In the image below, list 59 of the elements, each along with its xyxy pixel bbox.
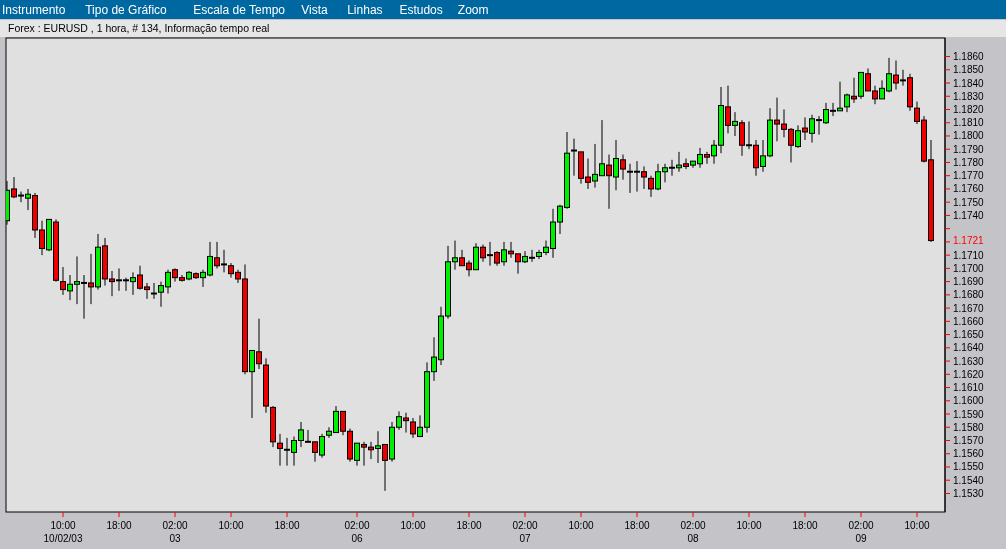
x-tick-label: 02:00 09 [848,520,874,544]
candlestick [277,433,283,467]
y-tick-label: 1.1550 [953,461,985,473]
y-tick-label: 1.1570 [953,435,985,446]
chart-title: Forex : EURUSD , 1 hora, # 134, Informação tempo real [8,22,270,34]
candlestick [151,282,157,300]
text: Linhas [347,2,383,17]
x-tick-label: 02:00 07 [512,520,538,544]
y-tick-label: 1.1600 [953,395,985,407]
text: Tipo de Gráfico [85,2,168,17]
text: Escala de Tempo [193,2,286,17]
x-tick-label: 10:00 [568,520,594,531]
y-tick-label: 1.1820 [953,104,985,115]
y-tick-label: 1.1740 [953,209,985,221]
x-tick-label: 10:00 [400,520,426,531]
x-tick-label: 10:00 [904,520,930,531]
y-tick-label: 1.1750 [953,196,985,208]
x-tick-label: 18:00 [456,520,482,531]
text: Instrumento [2,2,66,17]
y-tick-label: 1.1630 [953,355,985,367]
x-tick-label: 02:00 03 [162,520,188,544]
y-tick-label: 1.1590 [953,408,985,420]
x-tick-label: 18:00 [792,520,818,531]
y-tick-label: 1.1640 [953,342,985,354]
text: Estudos [399,2,443,17]
y-tick-label: 1.1830 [953,90,985,102]
x-tick-label: 10:00 [736,520,762,531]
y-tick-label: 1.1540 [953,474,985,486]
x-tick-label: 18:00 [624,520,650,531]
y-tick-label: 1.1810 [953,117,985,129]
x-tick-label: 18:00 [106,520,132,531]
y-tick-label: 1.1850 [953,64,985,76]
text: Zoom [457,2,489,17]
x-tick-label: 10:00 [218,520,244,531]
y-tick-label: 1.1650 [953,329,985,341]
y-tick-label: 1.1710 [953,249,985,261]
y-tick-label: 1.1690 [953,276,985,288]
y-tick-label: 1.1790 [953,143,985,155]
y-tick-label: 1.1530 [953,487,985,499]
x-tick-label: 10:00 10/02/03 [43,520,83,544]
text: Vista [301,2,328,17]
y-tick-label: 1.1560 [953,448,985,460]
y-tick-label: 1.1700 [953,262,985,274]
y-tick-label: 1.1620 [953,368,985,380]
y-tick-label: 1.1660 [953,315,985,327]
y-tick-label: 1.1680 [953,289,985,301]
y-tick-label: 1.1580 [953,421,985,433]
y-tick-label: 1.1670 [953,302,985,314]
x-tick-label: 02:00 08 [680,520,706,544]
y-tick-label: 1.1770 [953,170,985,182]
x-tick-label: 18:00 [274,520,300,531]
y-tick-label: 1.1780 [953,156,985,168]
x-tick-label: 02:00 06 [344,520,370,544]
y-tick-label: 1.1840 [953,77,985,89]
y-tick-label: 1.1860 [953,51,985,63]
text: 1.1721 [953,235,985,247]
y-tick-label: 1.1800 [953,130,985,142]
y-tick-label: 1.1760 [953,183,985,195]
y-tick-label: 1.1610 [953,382,985,394]
